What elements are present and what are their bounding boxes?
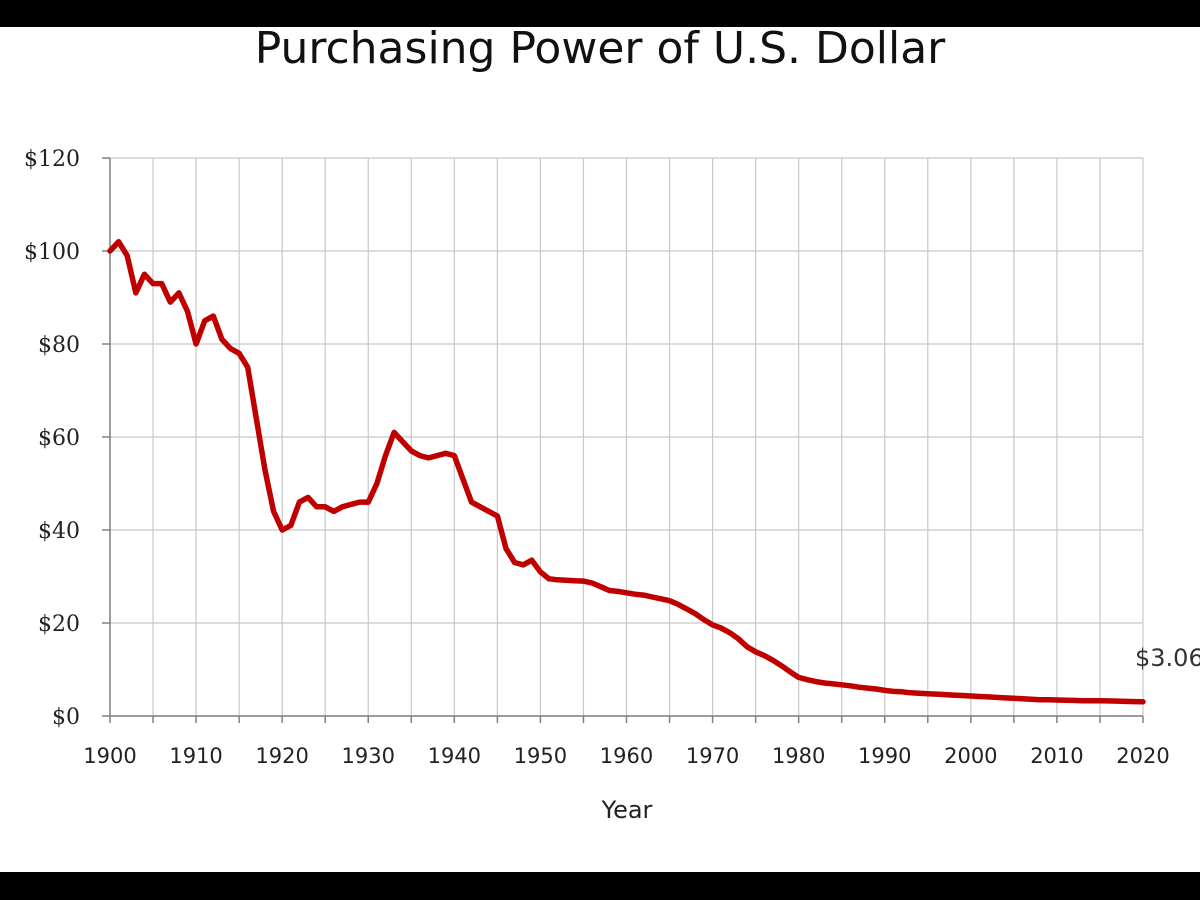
y-tick-label: $60 <box>38 426 80 451</box>
grid-lines <box>109 157 1144 717</box>
x-tick-label: 1970 <box>686 744 739 768</box>
x-tick-label: 2010 <box>1030 744 1083 768</box>
x-tick-label: 1900 <box>83 744 136 768</box>
chart-title: Purchasing Power of U.S. Dollar <box>254 23 946 74</box>
x-tick-label: 1980 <box>772 744 825 768</box>
y-tick-label: $20 <box>38 612 80 637</box>
y-axis-ticks: $0 $20 $40 $60 $80 $100 $120 <box>24 147 110 730</box>
purchasing-power-line <box>107 238 1146 705</box>
x-tick-label: 1960 <box>600 744 653 768</box>
y-tick-label: $40 <box>38 519 80 544</box>
x-tick-label: 2020 <box>1116 744 1169 768</box>
y-tick-label: $80 <box>38 333 80 358</box>
x-axis-title: Year <box>601 796 653 824</box>
y-tick-label: $0 <box>52 705 80 730</box>
x-axis-ticks: 1900 1910 1920 1930 1940 1950 1960 1970 1980 1990… <box>83 716 1170 768</box>
y-tick-label: $120 <box>24 147 80 172</box>
x-tick-label: 1940 <box>428 744 481 768</box>
x-tick-label: 1950 <box>514 744 567 768</box>
x-tick-label: 1990 <box>858 744 911 768</box>
chart-background <box>0 27 1200 872</box>
x-tick-label: 2000 <box>944 744 997 768</box>
end-value-label: $3.06 <box>1135 644 1200 672</box>
x-tick-label: 1920 <box>255 744 308 768</box>
x-tick-label: 1910 <box>169 744 222 768</box>
y-tick-label: $100 <box>24 240 80 265</box>
x-tick-label: 1930 <box>342 744 395 768</box>
series-group <box>107 238 1146 705</box>
